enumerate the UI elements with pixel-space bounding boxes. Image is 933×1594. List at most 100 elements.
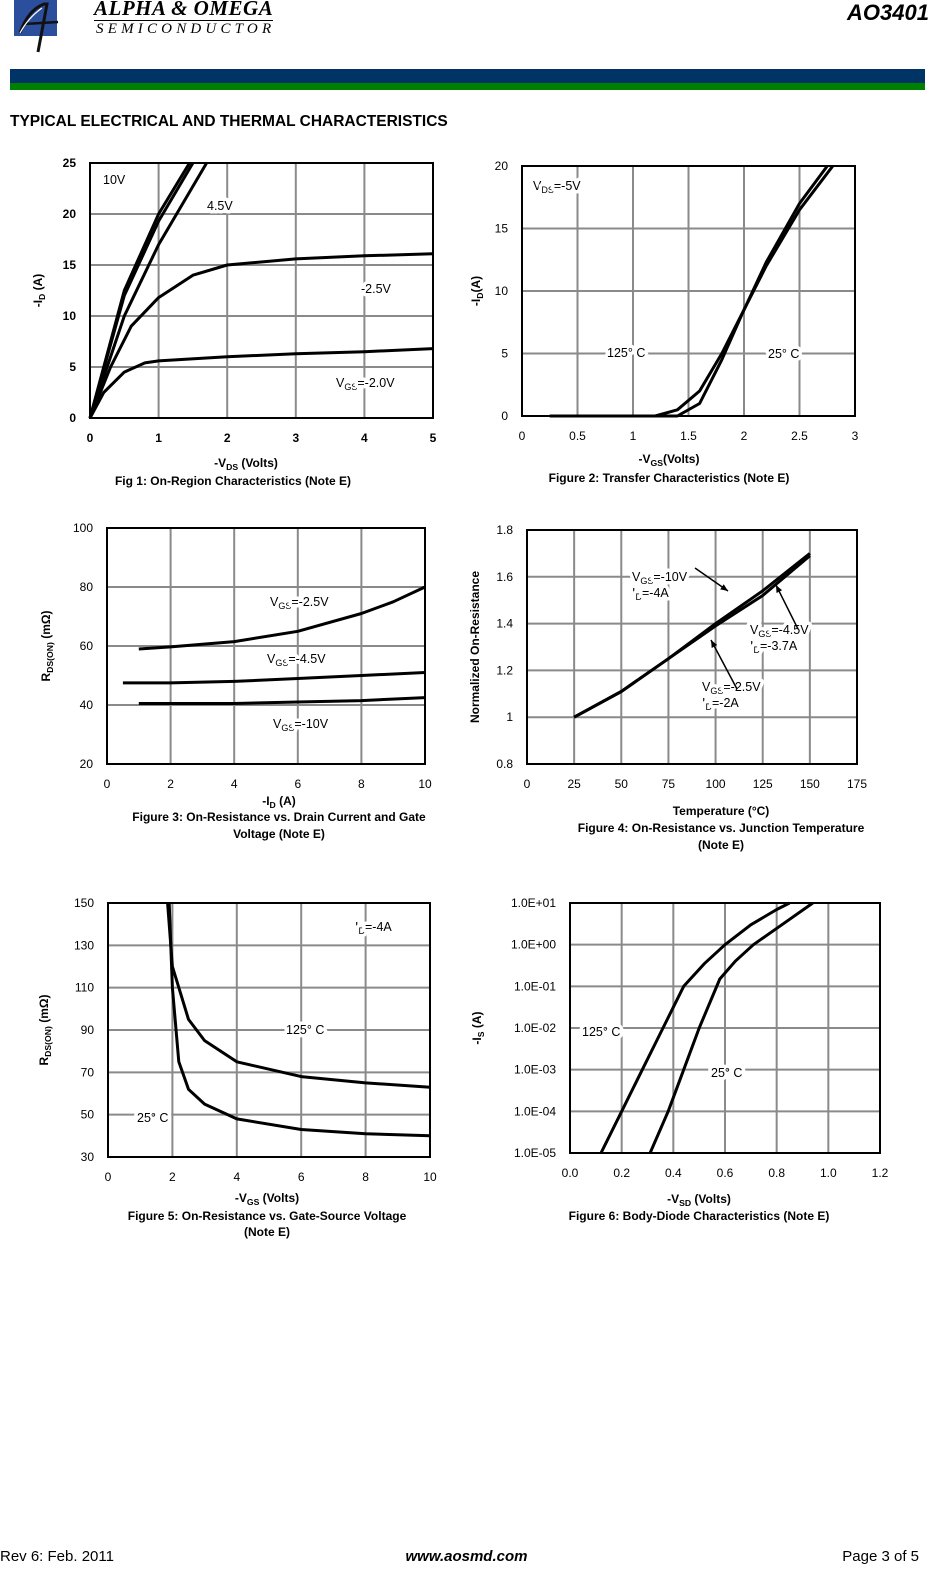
x-axis-title: Temperature (°C) <box>673 804 770 818</box>
x-tick-label: 2 <box>169 1170 176 1184</box>
y-tick-label: 15 <box>63 258 77 272</box>
annotation-label: VGS=-2.5V <box>702 680 761 696</box>
y-tick-label: 20 <box>80 757 94 771</box>
plot-frame <box>107 902 431 1158</box>
x-tick-label: 0.6 <box>717 1166 734 1180</box>
annotation-label: VGS=-10V <box>273 717 329 733</box>
x-tick-label: 2 <box>224 431 231 445</box>
y-tick-label: 1.0E-02 <box>514 1021 556 1035</box>
x-tick-label: 2 <box>167 777 174 791</box>
part-number: AO3401 <box>847 0 929 25</box>
figure-caption: Figure 6: Body-Diode Characteristics (No… <box>569 1209 830 1223</box>
x-tick-label: 0 <box>524 777 531 791</box>
x-tick-label: 8 <box>362 1170 369 1184</box>
y-tick-label: 10 <box>495 284 509 298</box>
x-axis-title: -VGS (Volts) <box>235 1191 299 1207</box>
figure-5: 0 2 4 6 8 10 30 50 70 90 110 130 150 ID=-4A 125° C 25° … <box>37 896 437 1239</box>
figure-caption: Fig 1: On-Region Characteristics (Note E… <box>115 474 351 488</box>
x-tick-label: 0.8 <box>768 1166 785 1180</box>
y-tick-label: 80 <box>80 580 94 594</box>
x-tick-label: 4 <box>233 1170 240 1184</box>
annotation-label: 125° C <box>286 1023 324 1037</box>
annotation-label: 125° C <box>582 1025 620 1039</box>
y-tick-label: 1.0E+00 <box>511 938 556 952</box>
figure-caption: Figure 2: Transfer Characteristics (Note… <box>549 471 790 485</box>
x-tick-label: 1.5 <box>680 429 697 443</box>
x-tick-label: 6 <box>298 1170 305 1184</box>
annotation-arrow <box>775 584 799 630</box>
y-tick-label: 130 <box>74 938 94 952</box>
figure-4: 0 25 50 75 100 125 150 175 0.8 1 1.2 1.4 1.6 1.8 VGS=-… <box>468 523 867 852</box>
annotation-label: 125° C <box>607 346 645 360</box>
header-bar-blue <box>10 69 925 83</box>
section-title: TYPICAL ELECTRICAL AND THERMAL CHARACTER… <box>10 113 448 130</box>
brand-name: ALPHA & OMEGA <box>94 0 274 21</box>
figure-3: 0 2 4 6 8 10 20 40 60 80 100 VGS=-2.5V VGS=-4.5V VGS=… <box>39 521 432 841</box>
series-line-2 <box>88 162 195 419</box>
series-line-5 <box>88 347 434 419</box>
y-axis-title: -ID (A) <box>31 274 47 308</box>
x-tick-label: 0.2 <box>613 1166 630 1180</box>
footer-revision: Rev 6: Feb. 2011 <box>0 1548 114 1565</box>
y-axis-title: RDS(ON) (mΩ) <box>39 611 55 682</box>
y-tick-label: 5 <box>69 360 76 374</box>
x-tick-label: 2 <box>741 429 748 443</box>
footer-page-number: Page 3 of 5 <box>842 1548 919 1565</box>
annotation-label: ID=-4A <box>632 586 669 602</box>
annotation-label: ID=-4A <box>355 920 392 936</box>
x-axis-title: -VDS (Volts) <box>214 456 278 472</box>
x-tick-label: 2.5 <box>791 429 808 443</box>
header-bar-green <box>10 83 925 90</box>
series-line-4 <box>88 252 434 419</box>
y-tick-label: 50 <box>81 1108 95 1122</box>
footer-url[interactable]: www.aosmd.com <box>405 1548 528 1565</box>
figure-6: 0.0 0.2 0.4 0.6 0.8 1.0 1.2 1.0E-05 1.0E-04 1.0E-… <box>470 896 889 1223</box>
series-line-1 <box>599 901 791 1154</box>
arrowhead-icon <box>711 640 718 648</box>
series-line-1 <box>166 902 431 1089</box>
series-line-2 <box>167 902 431 1138</box>
y-tick-label: 1.8 <box>496 523 513 537</box>
figure-caption: Figure 5: On-Resistance vs. Gate-Source … <box>128 1209 407 1223</box>
x-tick-label: 100 <box>706 777 726 791</box>
x-tick-label: 50 <box>615 777 629 791</box>
y-tick-label: 0 <box>69 411 76 425</box>
figure-1: 0 1 2 3 4 5 0 5 10 15 20 25 10V 4.5V -2.5V VGS=-2.0V -VD… <box>31 156 437 488</box>
y-tick-label: 0 <box>501 409 508 423</box>
x-tick-label: 5 <box>430 431 437 445</box>
x-tick-label: 175 <box>847 777 867 791</box>
figure-caption: Figure 3: On-Resistance vs. Drain Curren… <box>132 810 426 824</box>
x-tick-label: 3 <box>292 431 299 445</box>
y-tick-label: 20 <box>63 207 77 221</box>
annotation-label: ID=-2A <box>702 696 739 712</box>
y-tick-label: 40 <box>80 698 94 712</box>
annotation-label: 4.5V <box>207 199 233 213</box>
y-tick-label: 1 <box>506 710 513 724</box>
series-line-2 <box>122 671 426 685</box>
y-tick-label: 1.6 <box>496 570 513 584</box>
series-line-3 <box>88 162 208 419</box>
annotation-label: VGS=-2.0V <box>336 376 395 392</box>
y-axis-title: Normalized On-Resistance <box>468 571 482 723</box>
y-axis-title: RDS(ON) (mΩ) <box>37 995 53 1066</box>
y-tick-label: 10 <box>63 309 77 323</box>
y-tick-label: 110 <box>75 981 94 995</box>
x-tick-label: 25 <box>567 777 581 791</box>
series-line-2 <box>549 165 829 418</box>
x-axis-title: -VSD (Volts) <box>667 1192 731 1208</box>
x-tick-label: 4 <box>361 431 368 445</box>
y-tick-label: 5 <box>501 347 508 361</box>
x-axis-title: -ID (A) <box>262 794 296 810</box>
annotation-label: 10V <box>103 173 126 187</box>
annotation-label: 25° C <box>137 1111 168 1125</box>
y-axis-title: -IS (A) <box>470 1011 486 1044</box>
figure-2: 0 0.5 1 1.5 2 2.5 3 0 5 10 15 20 VDS=-5V 125° C 25° C -… <box>469 159 859 485</box>
y-tick-label: 1.0E-03 <box>514 1063 556 1077</box>
x-tick-label: 0 <box>519 429 526 443</box>
figure-caption: (Note E) <box>698 838 744 852</box>
x-tick-label: 0 <box>104 777 111 791</box>
x-tick-label: 125 <box>753 777 773 791</box>
figure-caption: Voltage (Note E) <box>233 827 325 841</box>
y-tick-label: 1.2 <box>496 663 513 677</box>
